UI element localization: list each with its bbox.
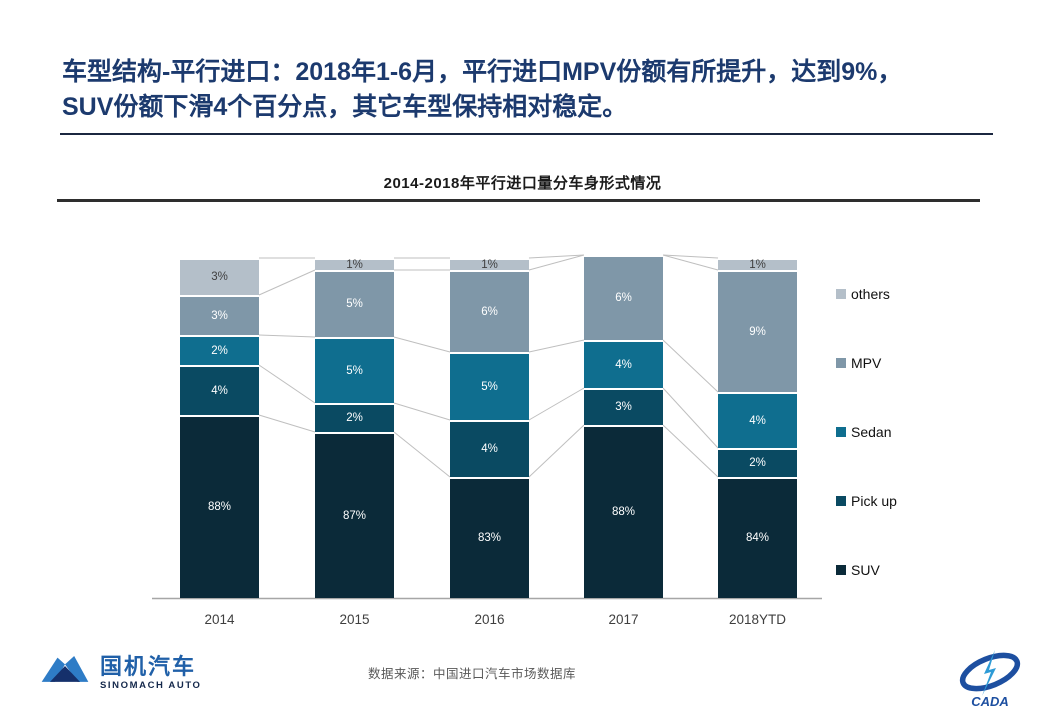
data-label-pick-up-2017: 3%	[615, 401, 632, 413]
data-label-suv-2016: 83%	[477, 532, 502, 544]
data-label-suv-2018YTD: 84%	[745, 532, 770, 544]
data-label-sedan-2015: 5%	[346, 364, 363, 377]
legend-label-mpv: MPV	[851, 355, 882, 371]
x-axis-label-2018YTD: 2018YTD	[728, 612, 787, 627]
data-label-others-2018YTD: 1%	[749, 258, 766, 271]
bar-segment-pick-up-2018YTD: 2%	[718, 448, 797, 477]
bar-segment-suv-2015: 87%	[315, 432, 394, 598]
data-label-pick-up-2016: 4%	[481, 443, 498, 455]
page-title: 车型结构-平行进口：2018年1-6月，平行进口MPV份额有所提升，达到9%， …	[62, 55, 1007, 125]
bar-segment-pick-up-2016: 4%	[450, 420, 529, 477]
x-axis-label-2015: 2015	[339, 612, 370, 627]
data-label-suv-2015: 87%	[342, 509, 367, 522]
data-label-pick-up-2014: 4%	[211, 384, 228, 397]
data-label-sedan-2017: 4%	[615, 358, 632, 371]
bar-segment-suv-2018YTD: 84%	[718, 477, 797, 598]
data-label-sedan-2014: 2%	[211, 344, 228, 357]
sinomach-logo-en: SINOMACH AUTO	[100, 680, 202, 692]
data-label-mpv-2016: 6%	[481, 305, 498, 318]
data-label-mpv-2015: 5%	[346, 298, 363, 310]
legend-swatch-icon-suv	[836, 565, 846, 575]
data-label-mpv-2017: 6%	[615, 292, 632, 304]
legend-item-pick-up: Pick up	[836, 493, 897, 509]
cada-logo: CADA	[946, 644, 1034, 717]
chart-title: 2014-2018年平行进口量分车身形式情况	[383, 175, 662, 192]
bar-segment-others-2016: 1%	[450, 258, 529, 270]
bar-segment-mpv-2015: 5%	[315, 270, 394, 337]
bar-segment-pick-up-2014: 4%	[180, 365, 259, 415]
legend-swatch-icon-mpv	[836, 358, 846, 368]
bar-segment-mpv-2016: 6%	[450, 270, 529, 352]
legend-swatch-icon-others	[836, 289, 846, 299]
bar-segment-sedan-2016: 5%	[450, 352, 529, 420]
data-label-sedan-2018YTD: 4%	[749, 414, 766, 427]
legend-item-suv: SUV	[836, 562, 897, 578]
bar-segment-mpv-2014: 3%	[180, 295, 259, 335]
chart-legend: others MPV Sedan Pick up SUV	[836, 286, 897, 578]
sinomach-logo-cn: 国机汽车	[100, 654, 197, 680]
bar-segment-pick-up-2015: 2%	[315, 403, 394, 432]
legend-label-pick-up: Pick up	[851, 493, 897, 509]
data-label-others-2016: 1%	[481, 258, 498, 271]
chart-title-divider	[57, 199, 980, 202]
legend-label-suv: SUV	[851, 562, 880, 578]
sinomach-logo-text: 国机汽车 SINOMACH AUTO	[100, 656, 202, 691]
x-axis-label-2017: 2017	[608, 612, 639, 627]
x-axis-label-2014: 2014	[204, 612, 235, 627]
bar-segment-suv-2017: 88%	[584, 425, 663, 598]
legend-swatch-icon-sedan	[836, 427, 846, 437]
x-axis-label-2016: 2016	[474, 612, 505, 627]
data-label-mpv-2014: 3%	[211, 309, 228, 322]
bar-segment-mpv-2017: 6%	[584, 255, 663, 340]
cada-logo-icon: CADA	[959, 650, 1021, 709]
data-source-note: 数据来源：中国进口汽车市场数据库	[368, 667, 577, 681]
bar-segment-others-2015: 1%	[315, 258, 394, 270]
legend-item-mpv: MPV	[836, 355, 897, 371]
bar-segment-suv-2014: 88%	[180, 415, 259, 598]
bar-segment-sedan-2015: 5%	[315, 337, 394, 403]
cada-logo-label: CADA	[971, 694, 1009, 709]
bar-segment-suv-2016: 83%	[450, 477, 529, 598]
bar-segment-others-2018YTD: 1%	[718, 258, 797, 270]
data-label-pick-up-2018YTD: 2%	[749, 457, 766, 469]
legend-item-sedan: Sedan	[836, 424, 897, 440]
legend-item-others: others	[836, 286, 897, 302]
title-divider	[60, 133, 993, 135]
bar-segment-sedan-2014: 2%	[180, 335, 259, 365]
bar-segment-sedan-2017: 4%	[584, 340, 663, 388]
legend-label-sedan: Sedan	[851, 424, 892, 440]
sinomach-logo: 国机汽车 SINOMACH AUTO	[40, 650, 202, 697]
page-title-line1: 车型结构-平行进口：2018年1-6月，平行进口MPV份额有所提升，达到9%，	[62, 58, 903, 86]
data-label-others-2014: 3%	[211, 271, 228, 283]
data-label-suv-2017: 88%	[611, 506, 636, 518]
data-label-sedan-2016: 5%	[481, 380, 498, 393]
bar-segment-pick-up-2017: 3%	[584, 388, 663, 425]
data-label-pick-up-2015: 2%	[346, 412, 363, 424]
legend-swatch-icon-pick-up	[836, 496, 846, 506]
data-label-others-2015: 1%	[346, 258, 363, 271]
mountain-logo-icon	[40, 650, 90, 697]
bar-segment-mpv-2018YTD: 9%	[718, 270, 797, 392]
legend-label-others: others	[851, 286, 890, 302]
bar-segment-others-2014: 3%	[180, 258, 259, 295]
page-title-line2: SUV份额下滑4个百分点，其它车型保持相对稳定。	[62, 93, 628, 121]
data-label-suv-2014: 88%	[207, 501, 232, 513]
bar-segment-sedan-2018YTD: 4%	[718, 392, 797, 448]
data-label-mpv-2018YTD: 9%	[749, 325, 766, 338]
